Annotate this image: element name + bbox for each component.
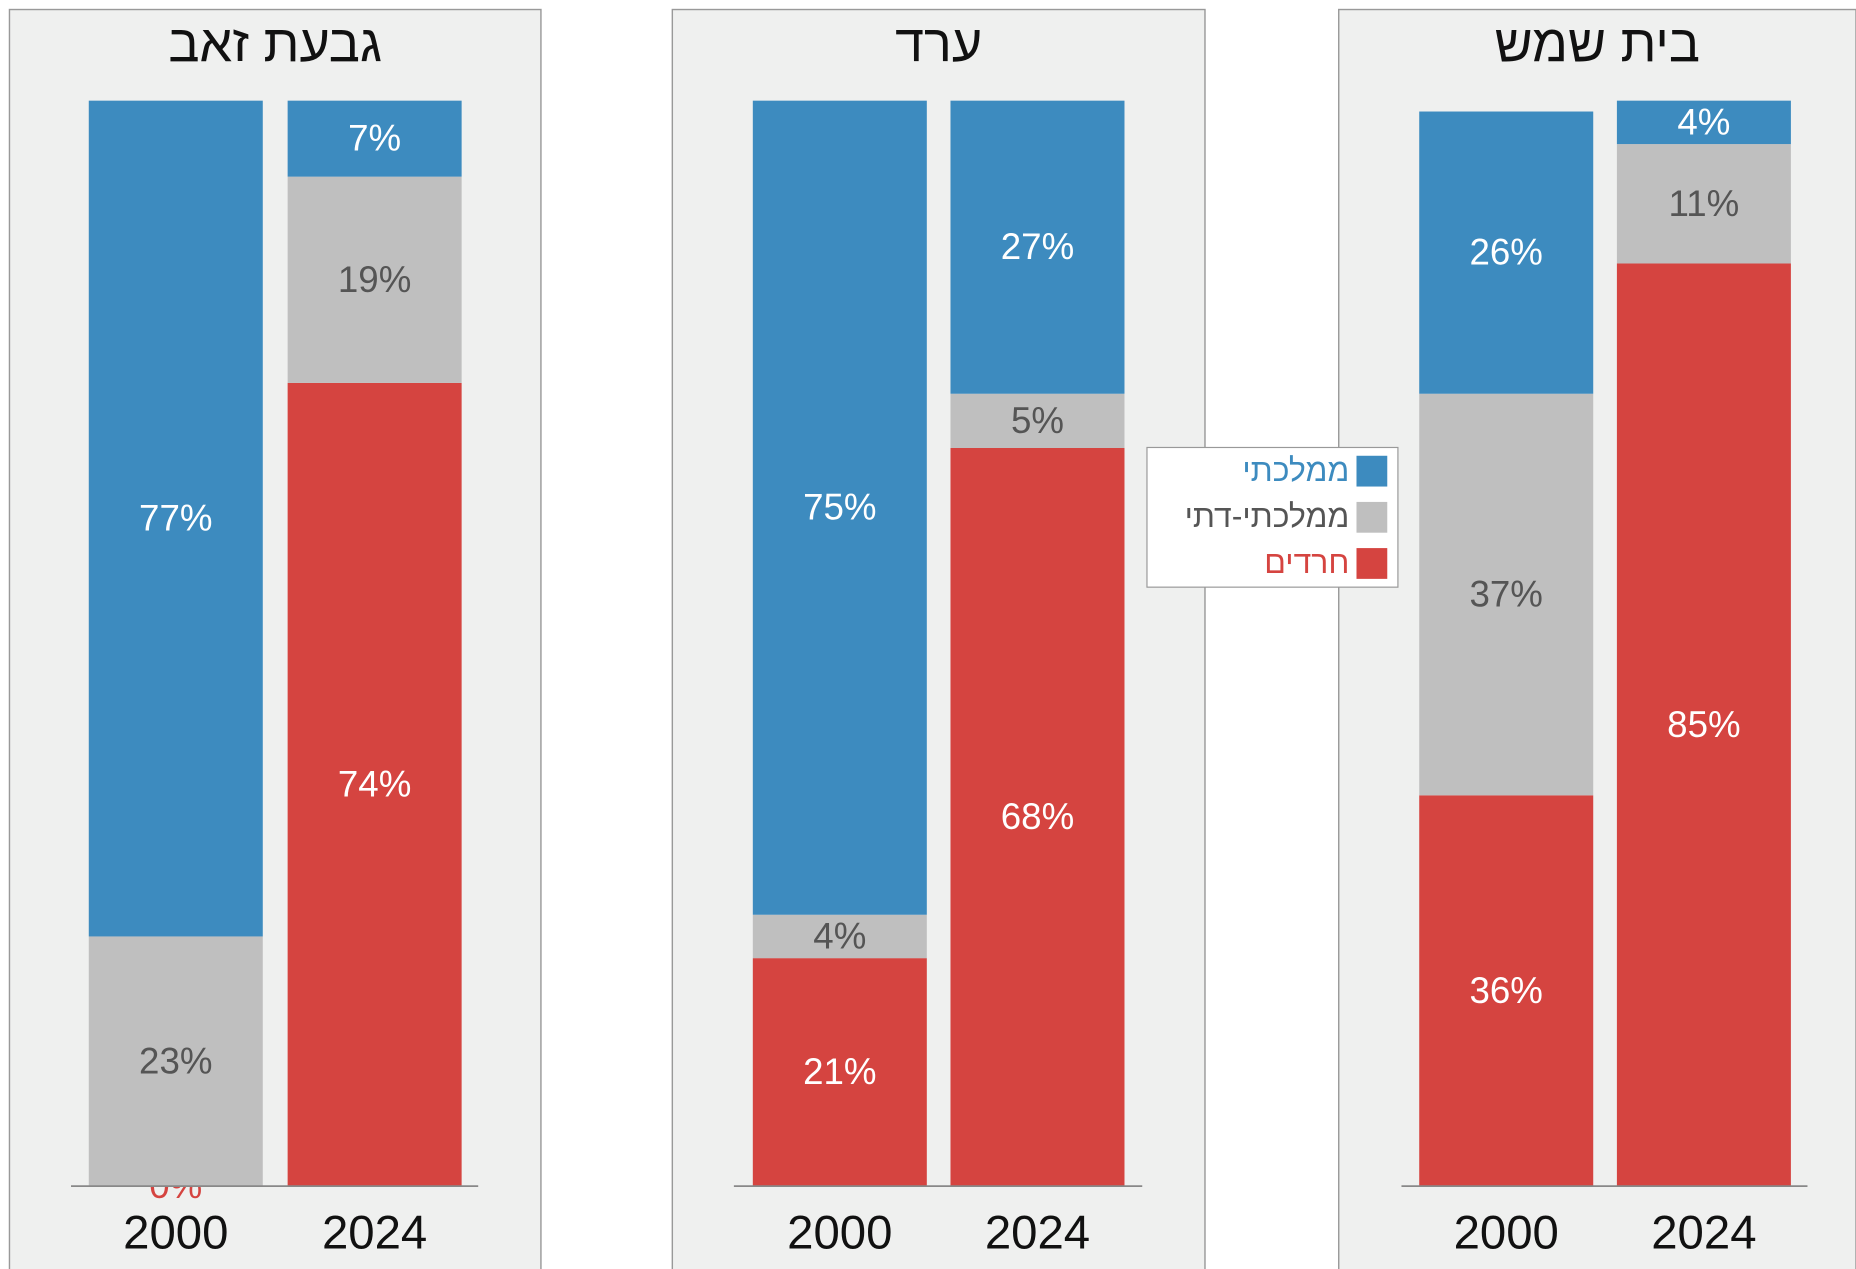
bar-segment [950,448,1125,1187]
value-label: 19% [338,259,411,300]
legend [1146,446,1399,588]
bar-segment [88,100,263,937]
bar-segment [752,914,927,959]
x-tick-label: 2000 [1454,1206,1559,1259]
bar-segment [287,100,462,177]
x-tick-label: 2000 [787,1206,892,1259]
value-label: 5% [1011,400,1064,441]
value-label: 23% [139,1040,212,1081]
value-label: 4% [813,915,866,956]
value-label: 75% [803,487,876,528]
panel-title: ערד [895,15,982,73]
panel [671,8,1206,1269]
value-label: 77% [139,498,212,539]
x-tick-label: 2024 [322,1206,427,1259]
legend-swatch [1356,455,1388,487]
bar-segment [1419,393,1594,796]
bar-segment [752,958,927,1187]
bar-segment [1419,111,1594,394]
legend-swatch [1356,501,1388,533]
value-label: 26% [1470,232,1543,273]
value-label: 68% [1001,796,1074,837]
legend-label: ממלכתי [1242,452,1349,488]
bar-segment [287,382,462,1187]
value-label: 74% [338,764,411,805]
panel-title: גבעת זאב [168,15,382,73]
bar-segment [1616,100,1791,145]
x-tick-label: 2024 [1651,1206,1756,1259]
bar-segment [287,176,462,383]
bar-segment [1616,263,1791,1187]
panel-title: בית שמש [1495,15,1700,73]
bar-segment [88,936,263,1187]
value-label: 21% [803,1051,876,1092]
legend-label: ממלכתי-דתי [1185,498,1350,534]
bar-segment [950,393,1125,449]
value-label: 4% [1677,101,1730,142]
legend-label: חרדים [1264,544,1349,580]
value-label: 11% [1669,183,1740,224]
bar-segment [752,100,927,915]
legend-swatch [1356,548,1388,579]
value-label: 7% [348,118,401,159]
value-label: 36% [1470,970,1543,1011]
x-tick-label: 2024 [985,1206,1090,1259]
bar-segment [1616,144,1791,264]
value-label: 37% [1470,574,1543,615]
value-label: 27% [1001,226,1074,267]
bar-segment [950,100,1125,394]
bar-segment [1419,795,1594,1187]
value-label: 85% [1667,704,1740,745]
x-tick-label: 2000 [123,1206,228,1259]
